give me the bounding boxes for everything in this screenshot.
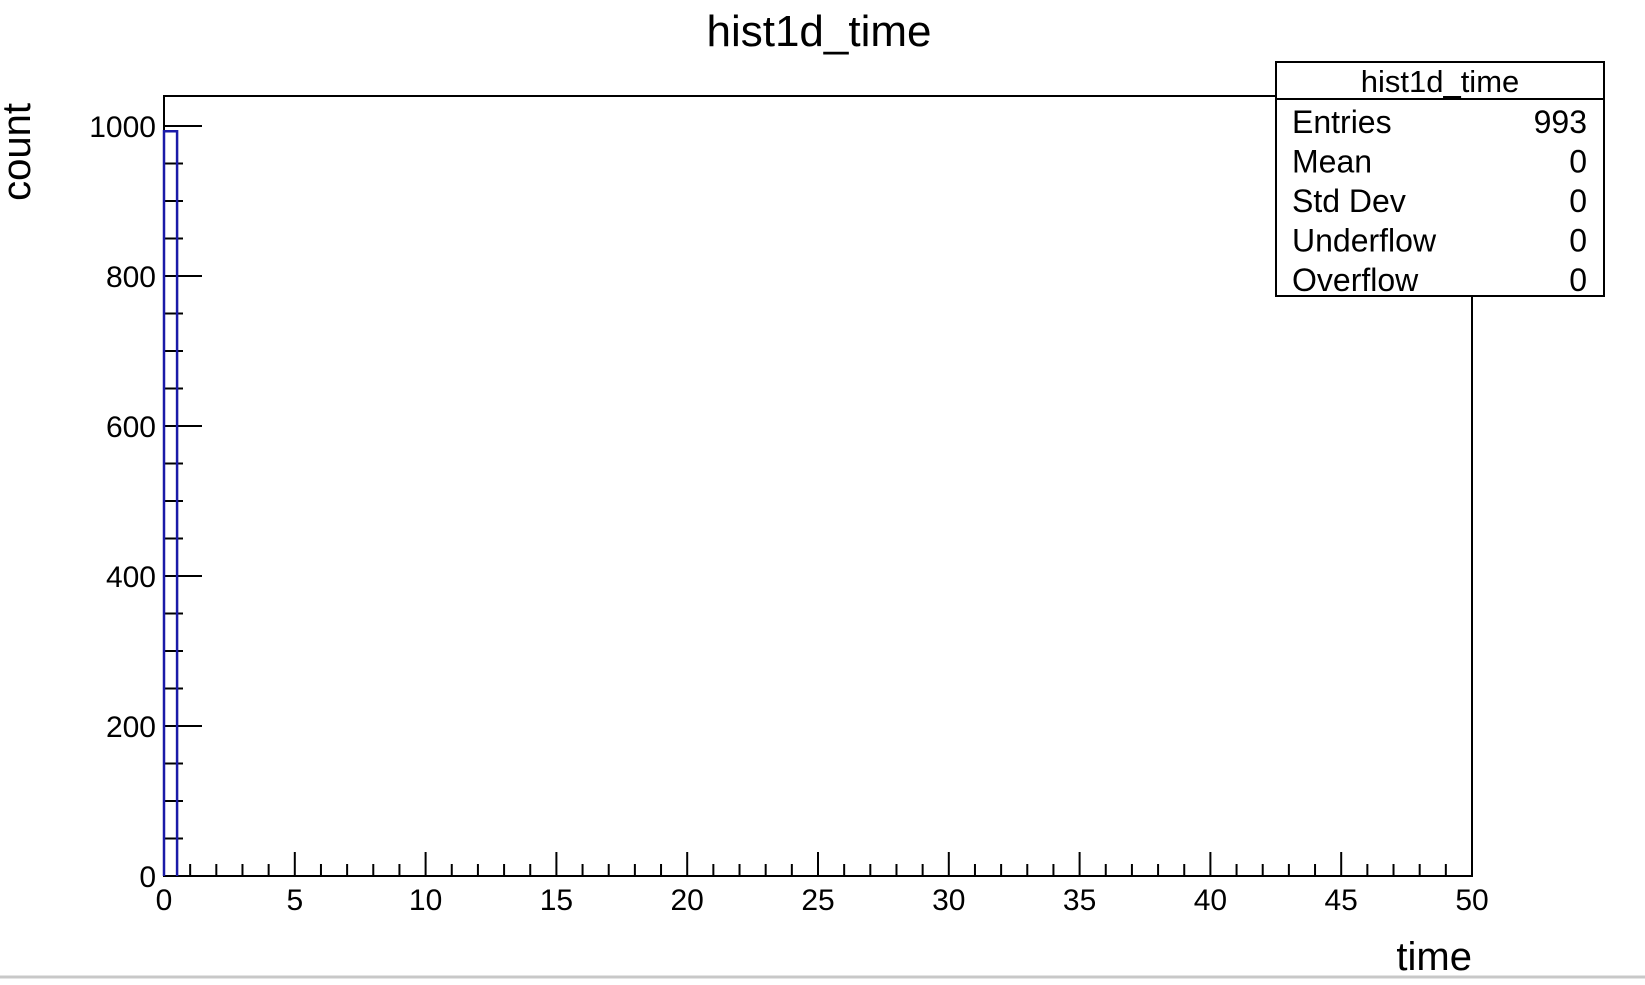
stats-row-value: 0	[1569, 183, 1587, 219]
y-tick-label: 600	[106, 411, 156, 444]
y-tick-label: 200	[106, 711, 156, 744]
stats-box-title: hist1d_time	[1361, 64, 1520, 99]
stats-row-label: Entries	[1292, 104, 1392, 140]
stats-row-value: 0	[1569, 262, 1587, 298]
x-tick-label: 45	[1325, 884, 1358, 917]
stats-row-label: Mean	[1292, 144, 1372, 180]
histogram-bin	[162, 130, 179, 876]
stats-box-frame	[1275, 61, 1605, 297]
y-tick-label: 1000	[89, 111, 156, 144]
stats-row-value: 993	[1534, 104, 1587, 140]
histogram-bins	[162, 130, 179, 876]
x-tick-label: 40	[1194, 884, 1227, 917]
x-tick-label: 25	[801, 884, 834, 917]
stats-row-label: Overflow	[1292, 262, 1419, 298]
x-tick-label: 50	[1455, 884, 1488, 917]
x-tick-label: 35	[1063, 884, 1096, 917]
chart-title: hist1d_time	[706, 7, 931, 56]
x-tick-label: 5	[286, 884, 303, 917]
x-tick-label: 20	[671, 884, 704, 917]
stats-row-value: 0	[1569, 144, 1587, 180]
stats-box: hist1d_time Entries 993 Mean 0 Std Dev 0 Under…	[1275, 61, 1605, 298]
stats-row-label: Std Dev	[1292, 183, 1406, 219]
stats-row-value: 0	[1569, 223, 1587, 259]
y-tick-label: 400	[106, 561, 156, 594]
y-axis: 0 200 400 600 800 1000	[89, 111, 202, 894]
x-tick-label: 0	[156, 884, 173, 917]
x-axis-label: time	[1396, 935, 1472, 979]
stats-row-label: Underflow	[1292, 223, 1437, 259]
y-axis-label: count	[0, 103, 39, 201]
stats-rows: Entries 993 Mean 0 Std Dev 0 Underflow 0 Overflo…	[1292, 104, 1587, 298]
y-tick-label: 800	[106, 261, 156, 294]
x-axis: 0 5 10 15 20 25 30 35 40 45 50	[156, 852, 1489, 917]
x-tick-label: 15	[540, 884, 573, 917]
y-tick-label: 0	[139, 861, 156, 894]
x-tick-label: 10	[409, 884, 442, 917]
x-tick-label: 30	[932, 884, 965, 917]
